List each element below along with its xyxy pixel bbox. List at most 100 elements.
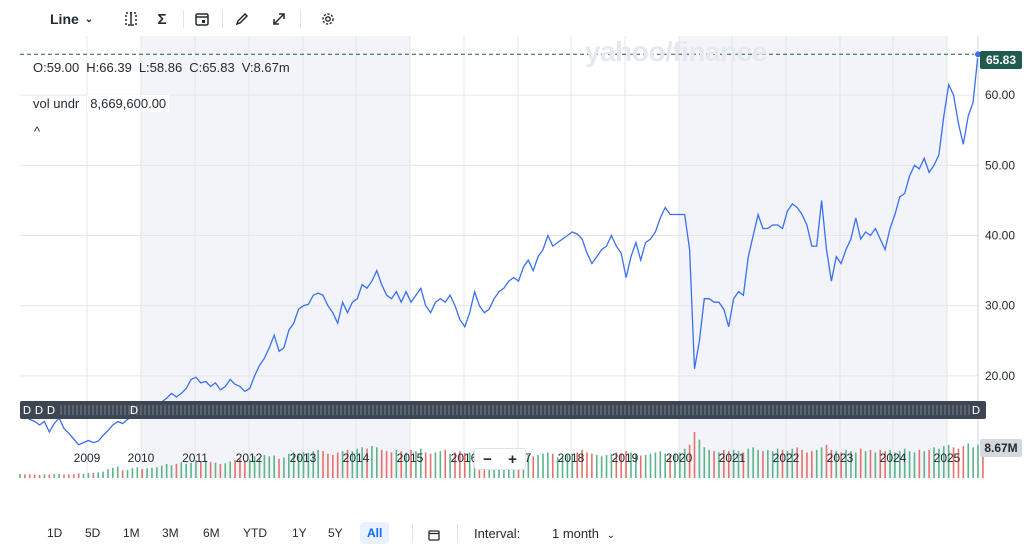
navigator-tick <box>696 405 698 415</box>
navigator-tick <box>676 405 678 415</box>
navigator-tick <box>112 405 114 415</box>
gear-icon[interactable] <box>319 8 337 30</box>
volume-bar <box>820 447 823 478</box>
navigator-tick <box>700 405 702 415</box>
navigator-tick <box>636 405 638 415</box>
volume-bar <box>723 449 725 478</box>
navigator-tick <box>616 405 618 415</box>
navigator-tick <box>552 405 554 415</box>
volume-bar <box>463 452 466 478</box>
volume-bar <box>600 456 603 478</box>
volume-bar <box>87 473 90 478</box>
volume-bar <box>884 451 886 478</box>
volume-bar <box>879 449 882 478</box>
navigator-tick <box>836 405 838 415</box>
navigator-tick <box>956 405 958 415</box>
navigator-marker[interactable]: D <box>972 404 980 417</box>
zoom-out-button[interactable]: − <box>483 450 492 468</box>
volume-bar <box>669 455 671 478</box>
volume-bar <box>556 457 559 478</box>
volume-bar <box>791 448 794 478</box>
navigator-tick <box>280 405 282 415</box>
volume-bar <box>165 463 168 478</box>
range-button-ytd[interactable]: YTD <box>243 526 267 540</box>
navigator-marker[interactable]: D <box>47 404 55 417</box>
volume-bar <box>126 469 129 478</box>
volume-bar <box>566 455 569 478</box>
navigator-tick <box>308 405 310 415</box>
volume-bar <box>234 460 236 478</box>
x-tick-label: 2015 <box>397 451 424 465</box>
navigator-tick <box>556 405 558 415</box>
sigma-icon[interactable]: Σ <box>157 10 167 28</box>
navigator-marker[interactable]: D <box>130 404 138 417</box>
navigator-tick <box>96 405 98 415</box>
expand-icon[interactable] <box>270 8 288 30</box>
navigator-tick <box>628 405 630 415</box>
chart-type-select[interactable]: Line ⌄ <box>50 8 93 30</box>
navigator-tick <box>712 405 714 415</box>
navigator-tick <box>168 405 170 415</box>
x-tick-label: 2010 <box>128 451 155 465</box>
volume-bar <box>869 449 872 478</box>
range-button-1y[interactable]: 1Y <box>292 526 307 540</box>
navigator-tick <box>620 405 622 415</box>
volume-bar <box>693 432 696 478</box>
volume-bar <box>28 474 31 478</box>
navigator-tick <box>780 405 782 415</box>
navigator-tick <box>892 405 894 415</box>
volume-bar <box>371 446 373 478</box>
volume-bar <box>889 449 891 478</box>
volume-bar <box>180 462 183 478</box>
range-button-all[interactable]: All <box>360 522 390 544</box>
range-button-5d[interactable]: 5D <box>85 526 101 540</box>
compare-icon[interactable] <box>122 8 140 30</box>
navigator-marker[interactable]: D <box>23 404 31 417</box>
pencil-icon[interactable] <box>233 8 251 30</box>
volume-bar <box>767 449 769 478</box>
volume-bar <box>855 452 857 478</box>
volume-bar <box>630 452 632 478</box>
range-button-3m[interactable]: 3M <box>162 526 179 540</box>
navigator-tick <box>536 405 538 415</box>
navigator-tick <box>964 405 966 415</box>
navigator-tick <box>60 405 62 415</box>
volume-bar <box>850 451 852 478</box>
navigator-tick <box>560 405 562 415</box>
navigator-tick <box>692 405 694 415</box>
range-button-1d[interactable]: 1D <box>47 526 63 540</box>
range-button-6m[interactable]: 6M <box>203 526 220 540</box>
navigator-tick <box>188 405 190 415</box>
x-tick-label: 2022 <box>773 451 800 465</box>
range-button-1m[interactable]: 1M <box>123 526 140 540</box>
calendar-icon[interactable] <box>426 524 442 546</box>
volume-bar <box>962 446 965 478</box>
volume-bar <box>121 470 124 478</box>
volume-bar <box>200 461 202 478</box>
range-bar: 1D 5D 1M 3M 6M YTD 1Y 5Y All Interval: 1 month ⌄ <box>0 518 1024 548</box>
navigator-tick <box>360 405 362 415</box>
range-button-5y[interactable]: 5Y <box>328 526 343 540</box>
zoom-in-button[interactable]: + <box>508 450 517 468</box>
interval-label: Interval: <box>474 526 521 541</box>
navigator-tick <box>948 405 950 415</box>
volume-bar <box>419 448 422 478</box>
volume-bar <box>376 447 378 478</box>
volume-bar <box>688 444 691 478</box>
volume-bar <box>737 451 740 478</box>
volume-bar <box>68 474 70 478</box>
ohlc-legend: O:59.00 H:66.39 L:58.86 C:65.83 V:8.67m <box>33 60 297 75</box>
navigator-tick <box>832 405 834 415</box>
volume-bar <box>605 455 608 478</box>
navigator-tick <box>480 405 482 415</box>
volume-bar <box>361 447 363 478</box>
volume-bar <box>439 451 442 478</box>
calendar-event-icon[interactable] <box>193 8 211 30</box>
navigator-marker[interactable]: D <box>35 404 43 417</box>
navigator-tick <box>672 405 674 415</box>
collapse-legend-button[interactable]: ^ <box>34 124 41 139</box>
interval-select[interactable]: 1 month ⌄ <box>552 526 615 541</box>
navigator-tick <box>392 405 394 415</box>
